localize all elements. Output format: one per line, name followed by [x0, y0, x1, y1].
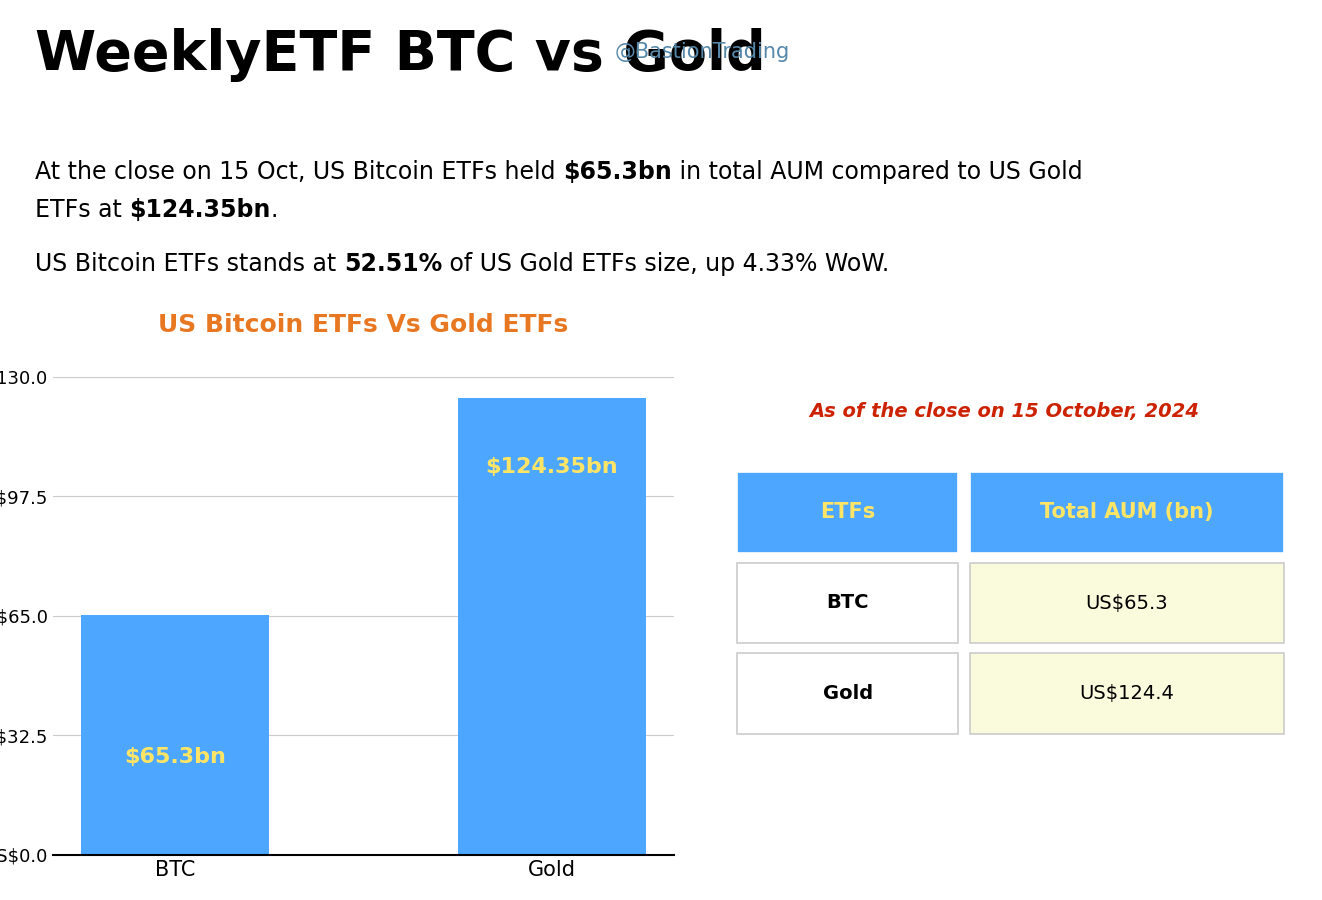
Text: US$65.3: US$65.3: [1085, 593, 1169, 613]
Text: $65.3bn: $65.3bn: [124, 747, 226, 767]
Text: ETFs at: ETFs at: [34, 198, 130, 222]
Title: US Bitcoin ETFs Vs Gold ETFs: US Bitcoin ETFs Vs Gold ETFs: [159, 312, 568, 337]
Text: At the close on 15 Oct, US Bitcoin ETFs held: At the close on 15 Oct, US Bitcoin ETFs …: [34, 160, 563, 184]
Text: in total AUM compared to US Gold: in total AUM compared to US Gold: [672, 160, 1083, 184]
Text: @BastionTrading: @BastionTrading: [615, 42, 791, 62]
Text: WeeklyETF BTC vs Gold: WeeklyETF BTC vs Gold: [34, 28, 765, 82]
FancyBboxPatch shape: [738, 653, 958, 734]
Text: US$124.4: US$124.4: [1080, 684, 1174, 703]
FancyBboxPatch shape: [738, 562, 958, 644]
Text: BTC: BTC: [826, 593, 869, 613]
Text: 52.51%: 52.51%: [344, 252, 442, 276]
Text: of US Gold ETFs size, up 4.33% WoW.: of US Gold ETFs size, up 4.33% WoW.: [442, 252, 890, 276]
Text: US Bitcoin ETFs stands at: US Bitcoin ETFs stands at: [34, 252, 344, 276]
Text: .: .: [271, 198, 278, 222]
Bar: [457, 398, 646, 855]
Text: $65.3bn: $65.3bn: [563, 160, 672, 184]
Text: $124.35bn: $124.35bn: [130, 198, 271, 222]
Bar: [81, 615, 270, 855]
FancyBboxPatch shape: [970, 472, 1284, 553]
Text: Total AUM (bn): Total AUM (bn): [1040, 502, 1214, 522]
FancyBboxPatch shape: [970, 653, 1284, 734]
FancyBboxPatch shape: [970, 562, 1284, 644]
Text: ETFs: ETFs: [820, 502, 875, 522]
Text: As of the close on 15 October, 2024: As of the close on 15 October, 2024: [809, 402, 1200, 421]
Text: Gold: Gold: [822, 684, 873, 703]
Text: $124.35bn: $124.35bn: [485, 457, 619, 477]
FancyBboxPatch shape: [738, 472, 958, 553]
